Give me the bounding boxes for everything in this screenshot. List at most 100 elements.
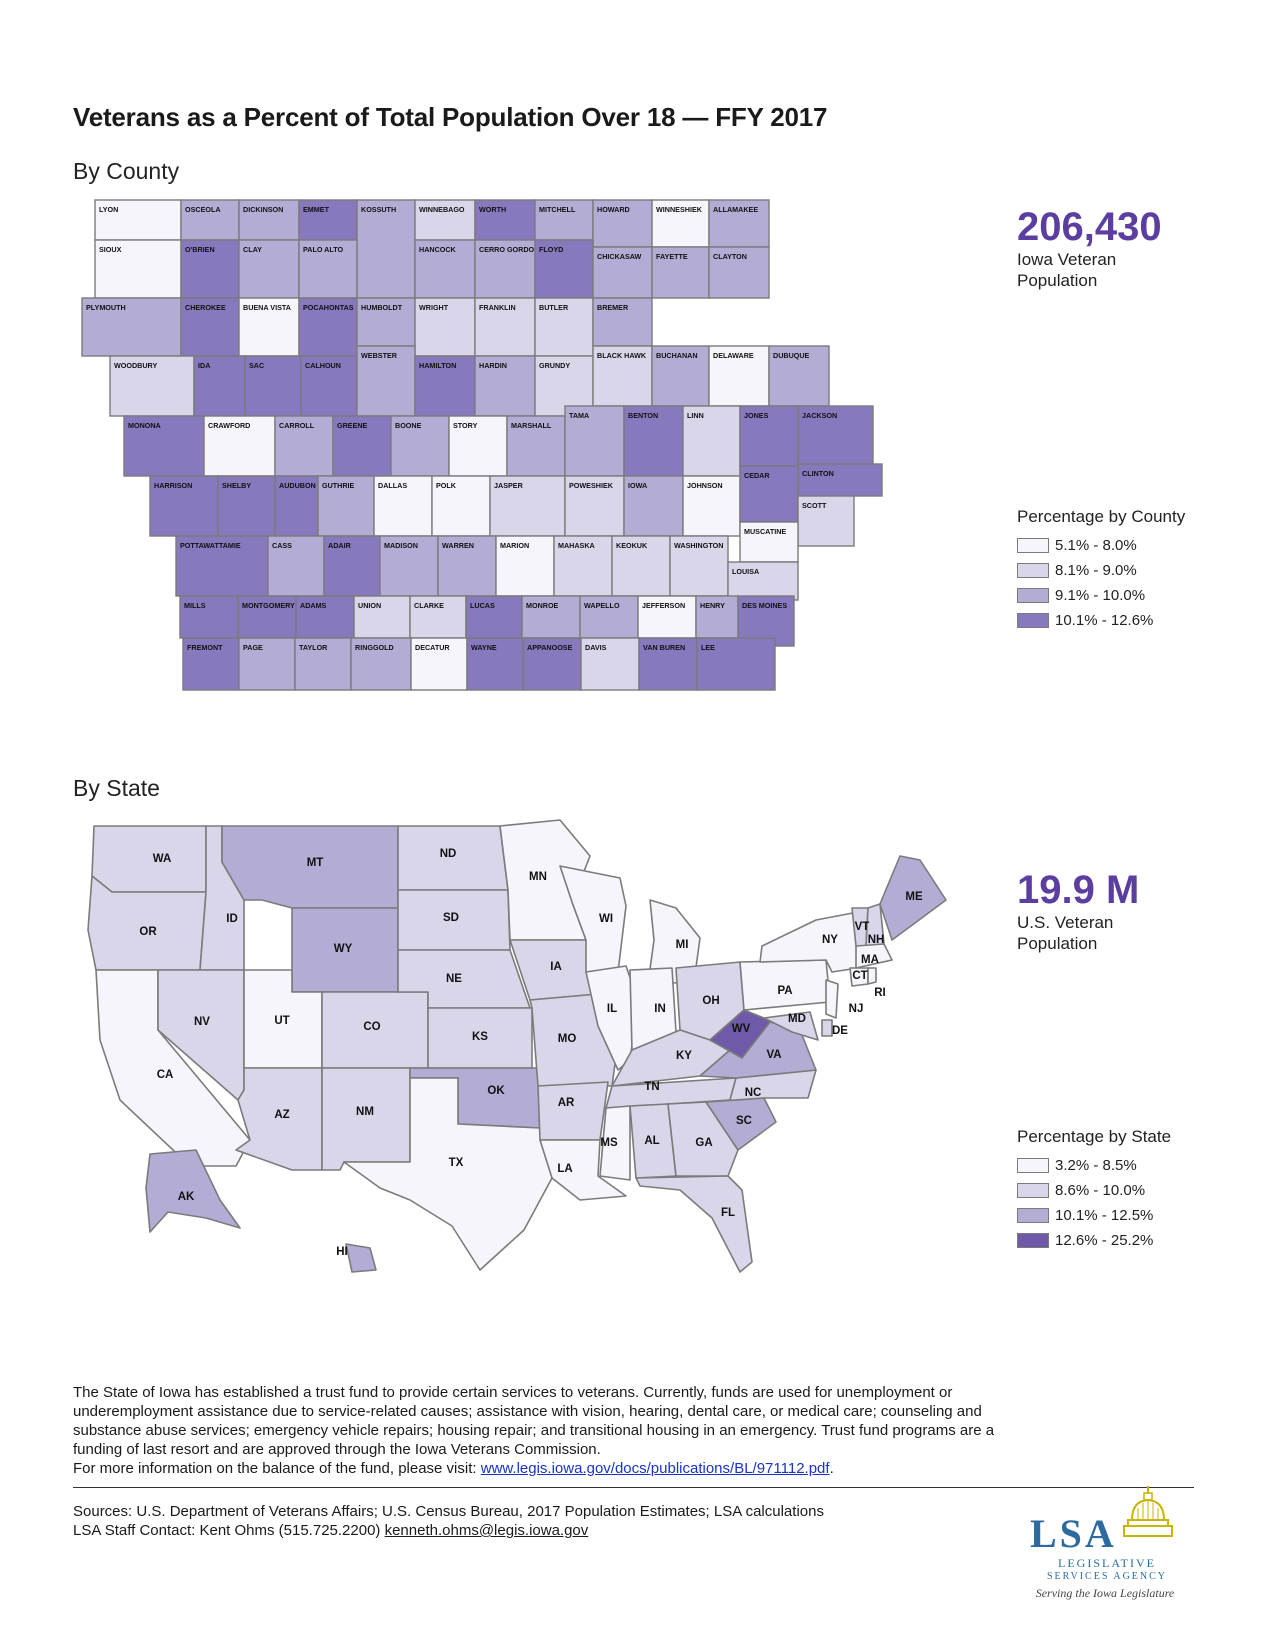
county-montgomery [237,595,297,639]
county-howard [592,199,653,248]
legend-swatch [1017,538,1049,553]
contact-line: LSA Staff Contact: Kent Ohms (515.725.22… [73,1521,824,1540]
county-label: PLYMOUTH [86,303,126,312]
state-ak [145,1149,241,1233]
legend-swatch [1017,1233,1049,1248]
county-label: HENRY [700,601,725,610]
state-ny [759,911,859,973]
county-boone [390,415,450,477]
state-label: AK [178,1191,195,1203]
county-label: ADAMS [300,601,327,610]
state-ms [599,1105,631,1181]
county-label: HANCOCK [419,245,457,254]
county-tama [564,405,625,477]
county-label: ALLAMAKEE [713,205,758,214]
county-harrison [149,475,219,537]
county-buena-vista [238,297,300,357]
county-label: CLAYTON [713,252,747,261]
county-label: WOODBURY [114,361,157,370]
state-label: NJ [849,1003,864,1015]
county-label: ADAIR [328,541,352,550]
county-linn [682,405,741,477]
state-de [821,1019,833,1037]
county-label: CLINTON [802,469,834,478]
county-floyd [534,239,594,299]
county-label: CLAY [243,245,262,254]
county-label: HUMBOLDT [361,303,403,312]
county-label: WRIGHT [419,303,449,312]
state-label: ME [905,891,923,903]
county-legend-item: 10.1% - 12.6% [1017,608,1187,633]
county-appanoose [522,637,582,691]
sources-block: Sources: U.S. Department of Veterans Aff… [73,1502,824,1540]
state-label: SC [736,1115,752,1127]
fund-balance-link[interactable]: www.legis.iowa.gov/docs/publications/BL/… [480,1460,830,1477]
county-butler [534,297,594,357]
county-clayton [708,246,770,299]
county-label: MUSCATINE [744,527,786,536]
county-crawford [203,415,276,477]
county-van-buren [638,637,698,691]
county-allamakee [708,199,770,248]
legend-range: 8.6% - 10.0% [1055,1182,1146,1199]
state-label: CT [852,970,867,982]
county-wayne [466,637,524,691]
county-louisa [727,561,799,601]
county-label: VAN BUREN [643,643,685,652]
us-state-map: WA OR CA ID NV MT WY UT AZ CO NM ND SD NE KS OK TX MN IA MO… [87,819,947,1273]
county-greene [332,415,392,477]
county-label: BUCHANAN [656,351,698,360]
state-label: KY [676,1050,692,1062]
county-muscatine [739,521,799,563]
county-label: AUDUBON [279,481,316,490]
state-label: MD [788,1013,806,1025]
state-label: DE [832,1025,848,1037]
county-label: MONROE [526,601,559,610]
link-suffix: . [829,1460,834,1477]
lsa-logo: LSA LEGISLATIVE SERVICES AGENCY Serving … [1010,1484,1190,1604]
county-label: WINNEBAGO [419,205,465,214]
state-label: NY [822,934,838,946]
state-label: TX [449,1157,464,1169]
county-label: LEE [701,643,715,652]
county-polk [431,475,491,537]
state-label: OR [139,926,157,938]
county-pottawattamie [175,535,269,597]
county-label: WARREN [442,541,474,550]
county-label: JONES [744,411,769,420]
state-label: LA [557,1163,572,1175]
us-veteran-count: 19.9 M [1017,868,1140,912]
state-label: ND [440,848,457,860]
state-label: RI [874,987,886,999]
county-label: CARROLL [279,421,315,430]
county-mills [179,595,239,639]
county-label: SCOTT [802,501,827,510]
legend-swatch [1017,1183,1049,1198]
county-label: MARION [500,541,529,550]
state-label: IN [654,1003,666,1015]
contact-email-link[interactable]: kenneth.ohms@legis.iowa.gov [384,1522,589,1539]
county-label: PALO ALTO [303,245,343,254]
county-label: O'BRIEN [185,245,215,254]
county-label: POCAHONTAS [303,303,354,312]
iowa-veteran-stat: 206,430 Iowa Veteran Population [1017,205,1162,291]
county-label: GRUNDY [539,361,570,370]
legend-range: 12.6% - 25.2% [1055,1232,1154,1249]
logo-tagline: Serving the Iowa Legislature [1035,1586,1175,1600]
state-nj [825,979,839,1019]
county-label: POTTAWATTAMIE [180,541,241,550]
county-label: BOONE [395,421,422,430]
county-label: BREMER [597,303,629,312]
state-label: NE [446,973,462,985]
logo-line2: SERVICES AGENCY [1046,1571,1168,1582]
county-label: LUCAS [470,601,495,610]
county-label: HARRISON [154,481,192,490]
county-heading: By County [73,158,180,184]
county-label: WEBSTER [361,351,398,360]
state-label: IL [607,1003,617,1015]
legend-range: 9.1% - 10.0% [1055,587,1146,604]
legend-range: 10.1% - 12.5% [1055,1207,1154,1224]
county-fayette [651,246,710,299]
county-label: JOHNSON [687,481,723,490]
county-legend-item: 5.1% - 8.0% [1017,533,1187,558]
